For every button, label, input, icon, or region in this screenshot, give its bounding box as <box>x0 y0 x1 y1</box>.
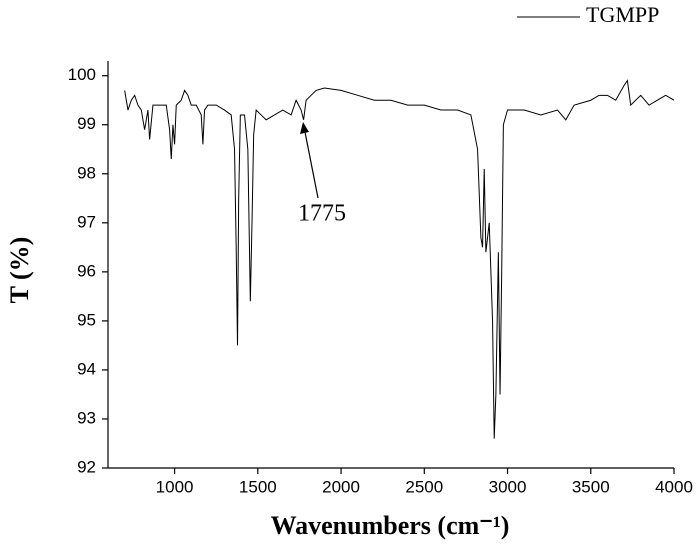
legend-label: TGMPP <box>586 2 659 27</box>
x-tick-label: 4000 <box>655 477 693 496</box>
y-tick-label: 94 <box>77 359 96 378</box>
y-tick-label: 98 <box>77 163 96 182</box>
x-axis-title: Wavenumbers (cm⁻¹) <box>271 511 510 540</box>
x-tick-label: 2500 <box>405 477 443 496</box>
spectrum-line <box>124 79 675 439</box>
x-tick-label: 3500 <box>572 477 610 496</box>
x-tick-label: 3000 <box>489 477 527 496</box>
annotation: 1775 <box>298 201 346 227</box>
annotation-arrow <box>304 131 319 199</box>
arrow-head <box>300 122 309 134</box>
y-tick-label: 97 <box>77 212 96 231</box>
y-tick-label: 96 <box>77 261 96 280</box>
x-tick-label: 2000 <box>322 477 360 496</box>
y-axis-title: T (%) <box>5 237 34 304</box>
y-tick-label: 93 <box>77 408 96 427</box>
x-tick-label: 1000 <box>156 477 194 496</box>
y-tick-label: 95 <box>77 310 96 329</box>
y-tick-label: 100 <box>68 65 96 84</box>
x-tick-label: 1500 <box>239 477 277 496</box>
y-tick-label: 92 <box>77 457 96 476</box>
y-tick-label: 99 <box>77 114 96 133</box>
